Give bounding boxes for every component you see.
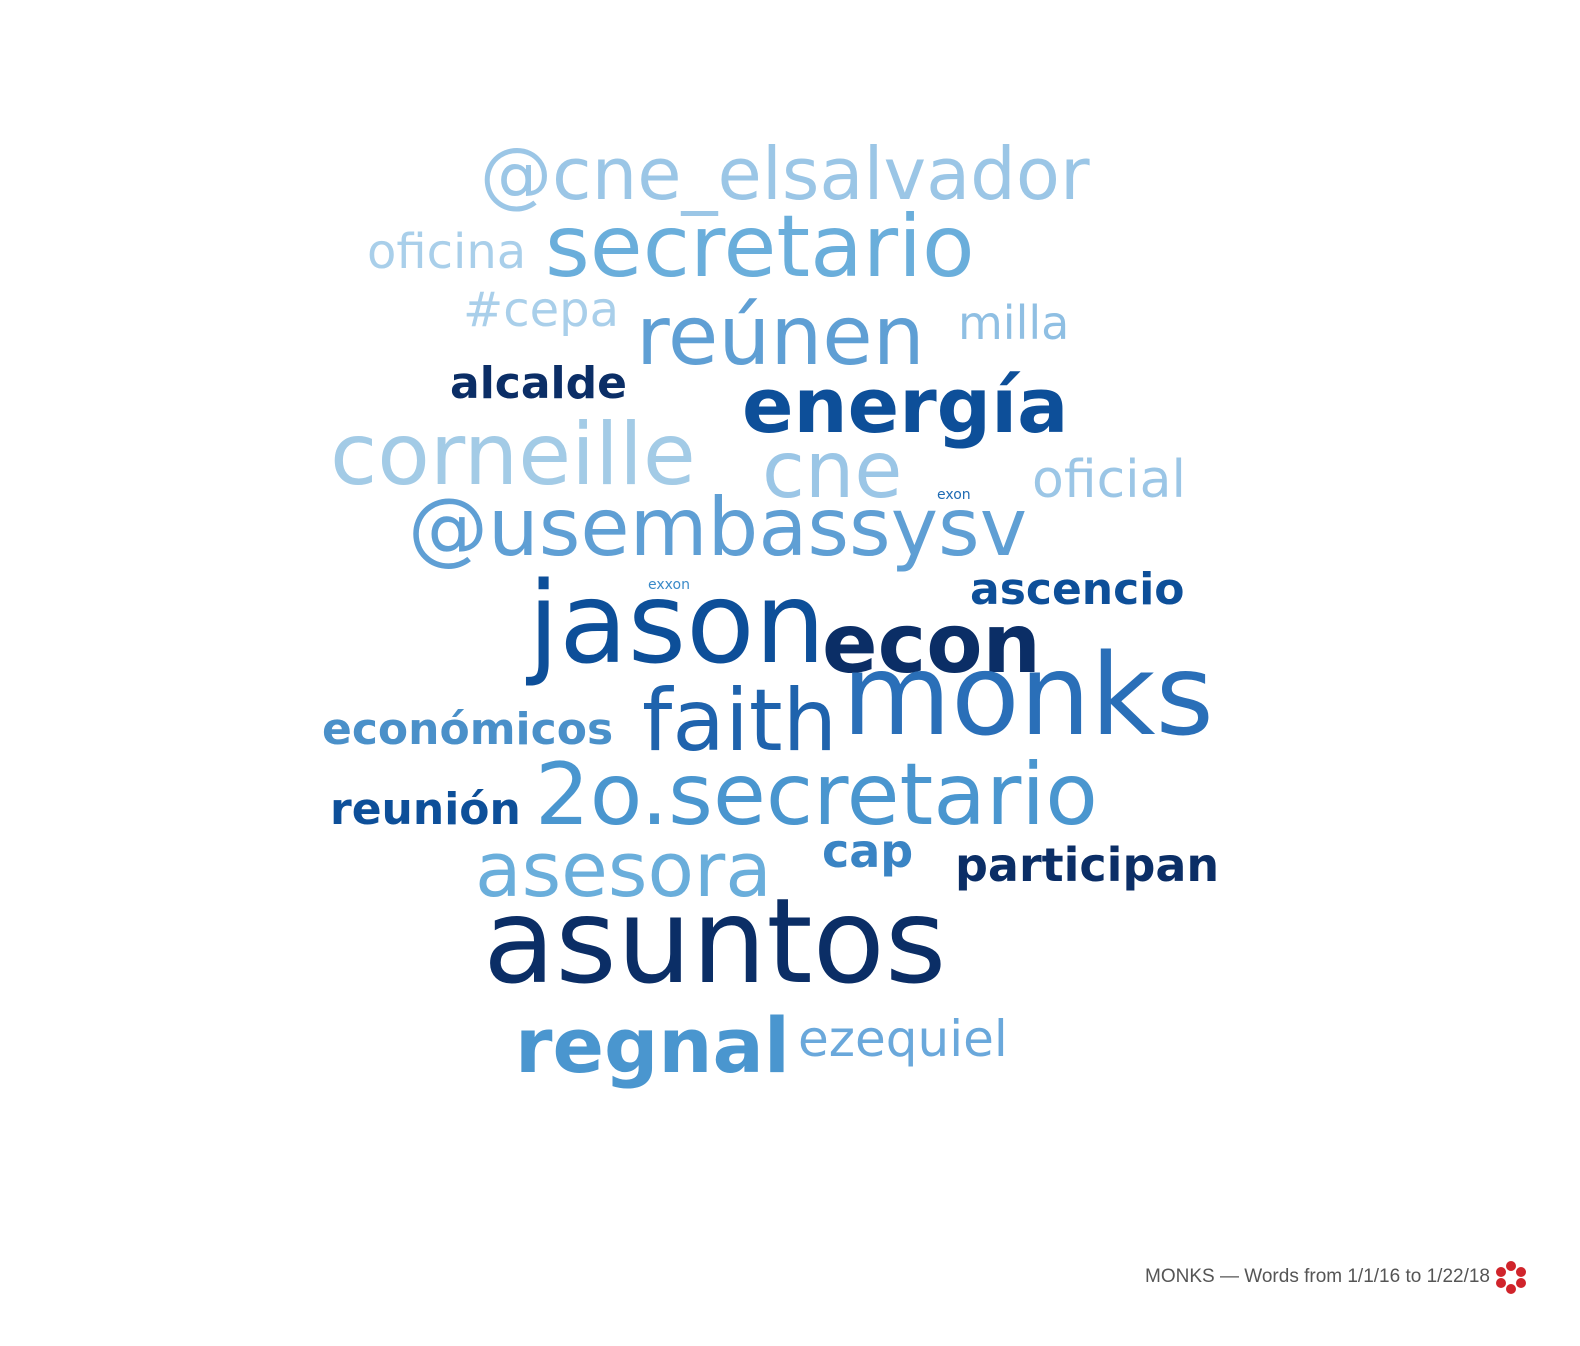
word-alcalde: alcalde [450, 358, 627, 409]
word-faith: faith [642, 671, 838, 771]
word-exon: exon [937, 487, 971, 503]
word-secretario: secretario [545, 197, 975, 297]
date-range-caption: MONKS — Words from 1/1/16 to 1/22/18 [1145, 1266, 1490, 1287]
word-cepa: #cepa [463, 282, 620, 338]
word-econ: econ [822, 597, 1041, 692]
word-oficina: oficina [367, 224, 527, 280]
word-asuntos: asuntos [483, 872, 947, 1010]
word-milla: milla [958, 296, 1070, 350]
word-monks: monks [842, 631, 1214, 761]
word-jason: jason [528, 559, 826, 689]
word-reunion: reunión [330, 784, 521, 835]
word-oficial: oficial [1032, 450, 1186, 510]
word-usembassysv: @usembassysv [408, 481, 1028, 574]
word-participan: participan [955, 838, 1220, 892]
word-2o-secretario: 2o.secretario [535, 745, 1098, 845]
word-corneille: corneille [330, 405, 696, 505]
red-flower-logo-icon [1496, 1261, 1526, 1294]
word-exxon: exxon [648, 577, 690, 593]
word-reunen: reúnen [636, 289, 925, 384]
word-asesora: asesora [475, 825, 772, 914]
word-ezequiel: ezequiel [798, 1010, 1008, 1068]
word-cne-elsalvador: @cne_elsalvador [480, 132, 1090, 216]
word-economicos: económicos [322, 704, 614, 755]
word-regnal: regnal [515, 1001, 790, 1090]
word-cne: cne [762, 426, 903, 516]
word-cap: cap [822, 824, 914, 878]
word-energia: energía [742, 361, 1069, 450]
word-ascencio: ascencio [970, 564, 1185, 615]
